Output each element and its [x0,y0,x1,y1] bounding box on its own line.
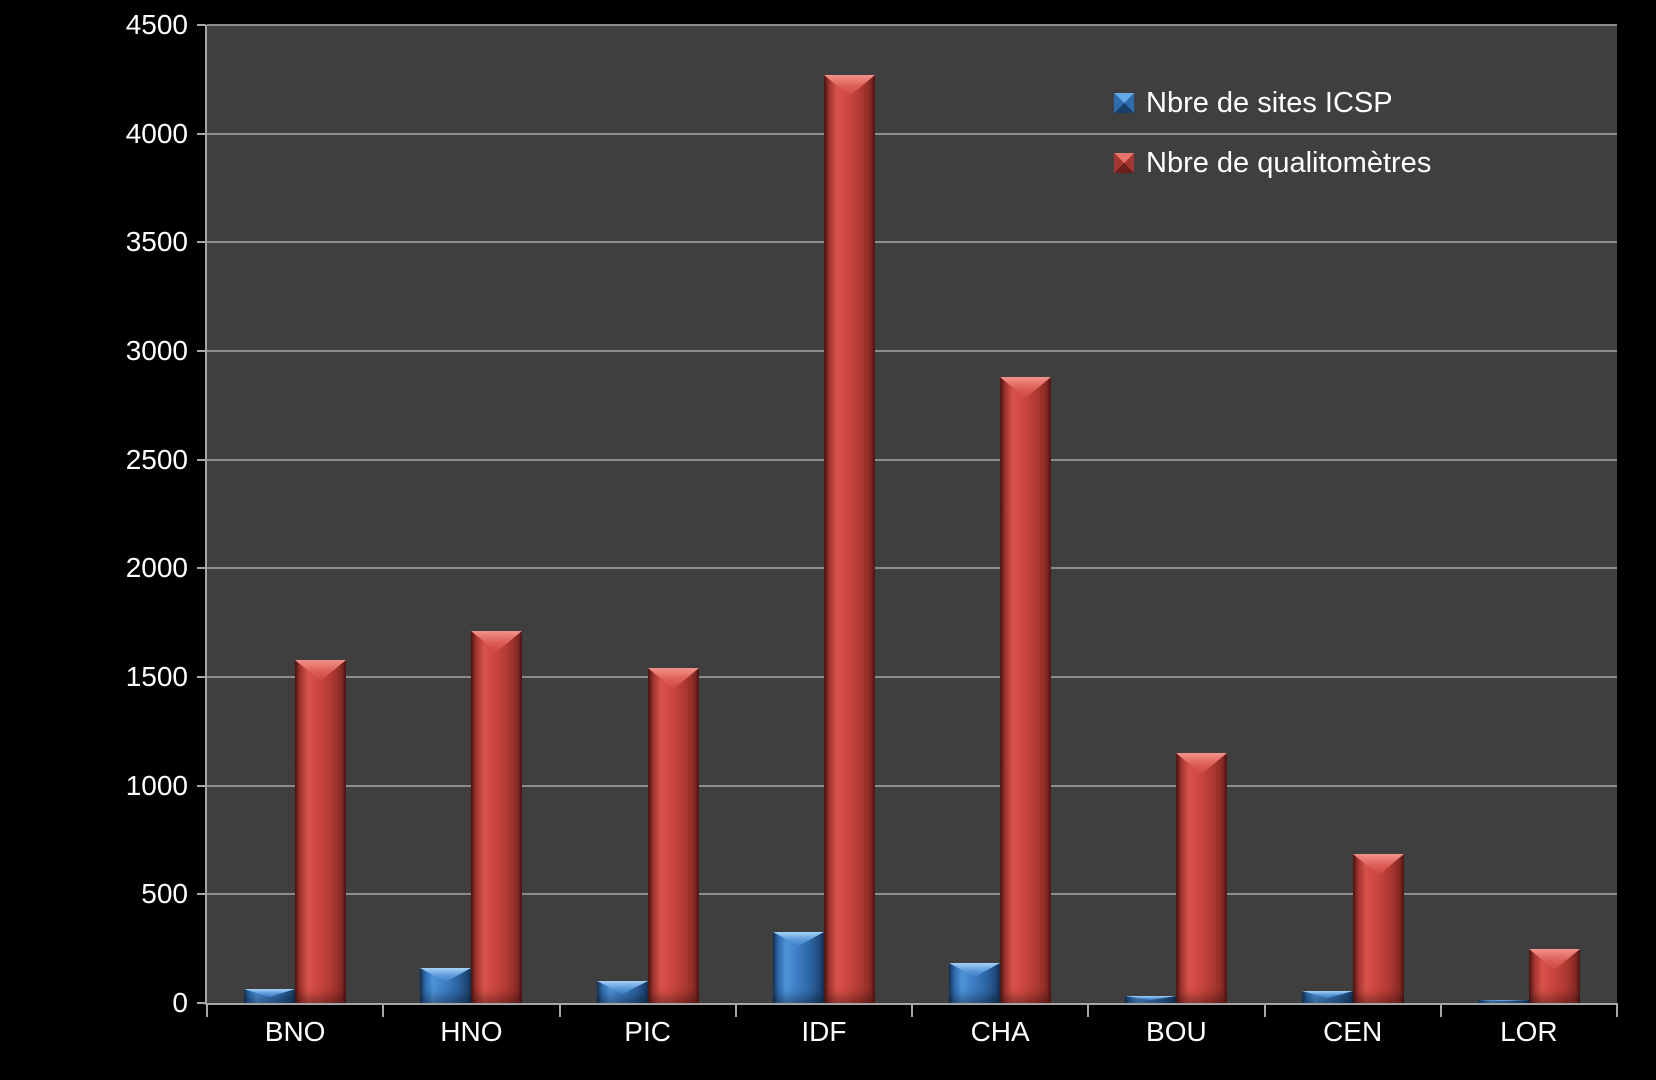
y-axis-label-3000: 3000 [125,335,188,366]
gridline-500 [207,893,1617,896]
legend-item-qualitometres[interactable]: Nbre de qualitomètres [1114,144,1431,182]
x-axis-label-cen: CEN [1323,1016,1383,1047]
bar-bevel-cap [597,981,648,994]
bar-bevel-cap [1125,996,1176,1000]
y-tick-1500 [197,676,206,678]
x-axis-label-hno: HNO [440,1016,503,1047]
x-tick-7 [1439,1003,1442,1017]
legend-label: Nbre de sites ICSP [1146,86,1393,119]
x-axis-label-cha: CHA [970,1016,1030,1047]
bar-bevel-cap [1353,854,1404,875]
x-axis-label-pic: PIC [624,1016,671,1047]
bar-bevel-cap [949,963,1000,977]
legend: Nbre de sites ICSP Nbre de qualitomètres [1114,84,1431,204]
bar-qualitometres-idf[interactable] [824,75,875,1003]
bar-bevel-cap [1302,991,1353,998]
x-tick-8 [1616,1003,1618,1017]
y-axis-label-4500: 4500 [125,9,188,40]
bar-bevel-cap [648,668,699,689]
bar-bevel-cap [1176,753,1227,774]
x-tick-0 [206,1003,208,1017]
bar-bevel-cap [773,932,824,946]
y-axis-label-1500: 1500 [125,661,188,692]
y-tick-3500 [197,241,206,244]
x-tick-3 [734,1003,737,1017]
y-axis-label-0: 0 [172,987,188,1018]
y-tick-2500 [197,458,206,461]
bar-sites-icsp-cen[interactable] [1302,991,1353,1003]
bar-qualitometres-hno[interactable] [471,631,522,1003]
bar-bevel-cap [420,968,471,982]
y-tick-0 [197,1002,206,1004]
x-tick-1 [382,1003,385,1017]
legend-item-sites-icsp[interactable]: Nbre de sites ICSP [1114,84,1431,122]
y-axis-label-4000: 4000 [125,117,188,149]
gridline-1000 [207,784,1617,787]
bar-bevel-cap [1529,949,1580,970]
y-tick-4500 [197,24,206,26]
blue-series-marker-icon [1114,93,1134,113]
y-axis-label-3500: 3500 [125,226,188,258]
bar-sites-icsp-bou[interactable] [1125,996,1176,1003]
bar-bevel-cap [295,660,346,681]
y-tick-2000 [197,567,206,570]
gridline-4000 [207,132,1617,135]
bar-qualitometres-bou[interactable] [1176,753,1227,1003]
bar-sites-icsp-cha[interactable] [949,963,1000,1003]
y-tick-500 [197,893,206,896]
bar-sites-icsp-pic[interactable] [597,981,648,1003]
x-axis-label-bno: BNO [264,1016,326,1047]
y-axis-label-1000: 1000 [125,769,188,801]
bar-qualitometres-pic[interactable] [648,668,699,1003]
gridline-2000 [207,567,1617,570]
legend-label: Nbre de qualitomètres [1146,146,1432,179]
gridline-3500 [207,241,1617,244]
y-axis-label-2000: 2000 [125,552,188,584]
bar-sites-icsp-lor[interactable] [1478,1000,1529,1003]
bar-qualitometres-cen[interactable] [1353,854,1404,1003]
bar-qualitometres-lor[interactable] [1529,949,1580,1003]
bar-bevel-cap [1000,377,1051,398]
x-tick-4 [911,1003,913,1017]
y-tick-3000 [197,350,206,352]
plot-area [207,24,1617,1003]
y-tick-1000 [197,784,206,787]
x-tick-5 [1087,1003,1090,1017]
y-axis-label-2500: 2500 [125,443,188,475]
x-axis-label-idf: IDF [801,1016,847,1047]
x-tick-2 [558,1003,561,1017]
y-axis-line [205,25,207,1005]
bar-sites-icsp-idf[interactable] [773,932,824,1003]
bar-sites-icsp-hno[interactable] [420,968,471,1003]
x-tick-6 [1263,1003,1266,1017]
gridline-2500 [207,458,1617,461]
x-axis-label-bou: BOU [1146,1016,1207,1047]
gridline-1500 [207,676,1617,678]
gridline-4500 [207,24,1617,26]
bar-bevel-cap [824,75,875,96]
bar-bevel-cap [471,631,522,652]
y-axis-label-500: 500 [141,878,188,910]
bar-qualitometres-cha[interactable] [1000,377,1051,1003]
bar-bevel-cap [1478,1000,1529,1001]
y-tick-4000 [197,132,206,135]
bar-bevel-cap [244,989,295,997]
gridline-3000 [207,350,1617,352]
red-series-marker-icon [1114,153,1134,173]
bar-sites-icsp-bno[interactable] [244,989,295,1003]
x-axis-label-lor: LOR [1500,1016,1558,1047]
bar-qualitometres-bno[interactable] [295,660,346,1003]
